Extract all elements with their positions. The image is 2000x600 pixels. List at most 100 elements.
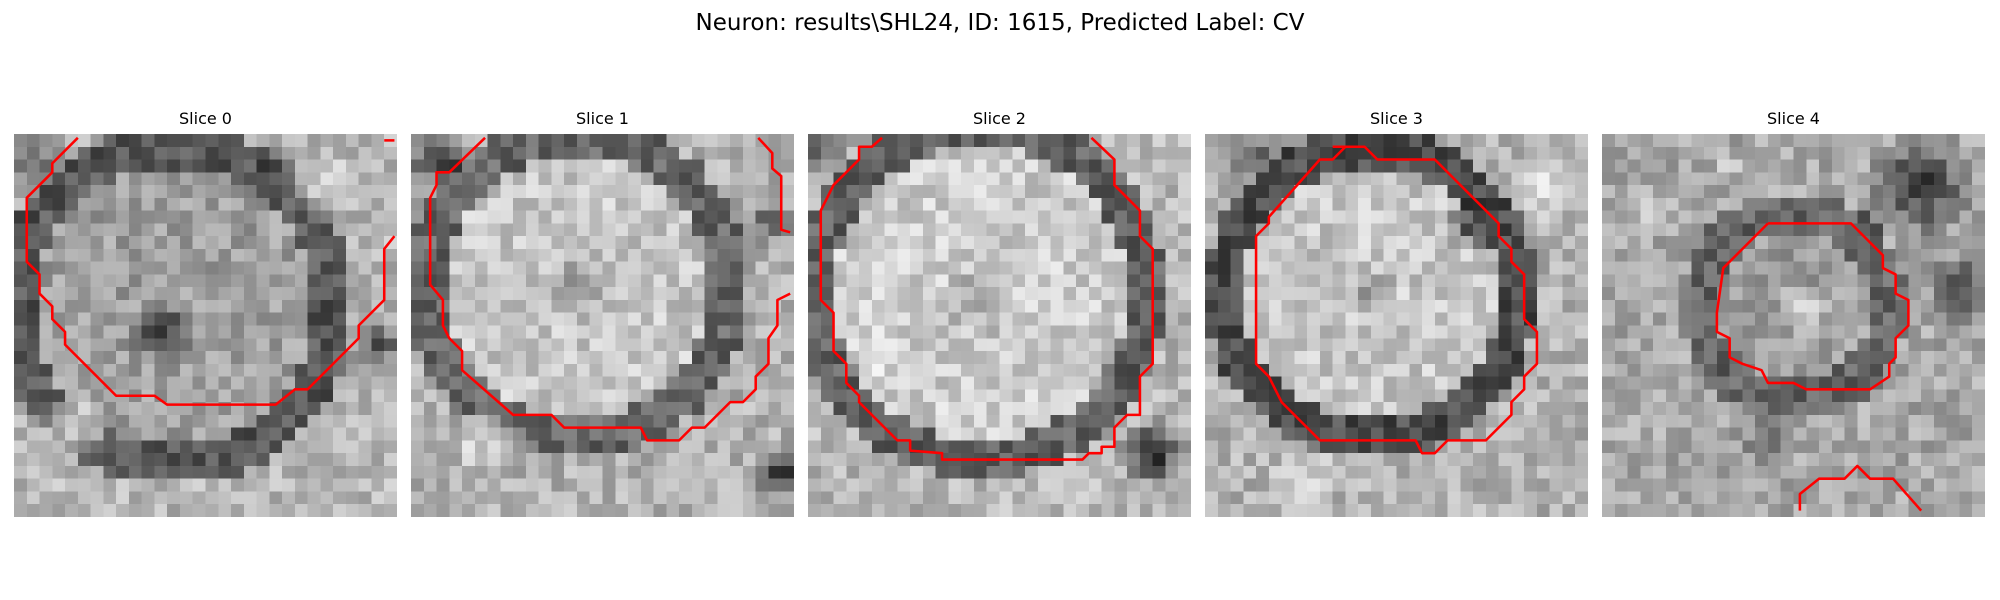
pixel [320,261,334,275]
pixel [808,465,822,479]
pixel [576,197,590,211]
pixel [1447,389,1461,403]
pixel [1665,376,1679,390]
pixel [218,427,232,441]
pixel [1243,210,1257,224]
pixel [65,440,79,454]
pixel [1088,185,1102,199]
pixel [1882,427,1896,441]
pixel [768,210,782,224]
pixel [576,236,590,250]
pixel [640,312,654,326]
pixel [1383,376,1397,390]
pixel [1422,210,1436,224]
pixel [52,338,66,352]
pixel [884,210,898,224]
pixel [1370,248,1384,262]
pixel [1729,338,1743,352]
pixel [154,453,168,467]
pixel [1908,427,1922,441]
pixel [1256,185,1270,199]
pixel [1627,325,1641,339]
pixel [345,440,359,454]
pixel [1767,134,1781,148]
pixel [1767,236,1781,250]
pixel [179,453,193,467]
pixel [1946,274,1960,288]
pixel [1025,287,1039,301]
pixel [653,223,667,237]
pixel [1422,389,1436,403]
pixel [1536,210,1550,224]
pixel [922,172,936,186]
pixel [320,172,334,186]
pixel [1370,351,1384,365]
pixel [717,299,731,313]
pixel [269,351,283,365]
pixel [371,504,385,517]
pixel [423,440,437,454]
pixel [65,465,79,479]
pixel [717,312,731,326]
pixel [1268,440,1282,454]
pixel [1088,427,1102,441]
pixel [1370,134,1384,148]
pixel [1755,274,1769,288]
pixel [333,325,347,339]
pixel [1178,440,1191,454]
pixel [1230,427,1244,441]
pixel [141,351,155,365]
pixel [1127,363,1141,377]
pixel [1012,376,1026,390]
pixel [128,146,142,160]
pixel [1101,287,1115,301]
pixel [1831,402,1845,416]
pixel [576,478,590,492]
pixel [1485,363,1499,377]
pixel [589,261,603,275]
pixel [1691,338,1705,352]
pixel [1602,134,1616,148]
pixel [1088,389,1102,403]
pixel [116,453,130,467]
pixel [653,491,667,505]
pixel [1498,376,1512,390]
pixel [411,351,425,365]
pixel [1524,197,1538,211]
pixel [256,299,270,313]
pixel [1217,261,1231,275]
pixel [1473,351,1487,365]
pixel [1037,146,1051,160]
pixel [1332,414,1346,428]
pixel [1857,491,1871,505]
pixel [1165,504,1179,517]
pixel [1549,504,1563,517]
pixel [1498,478,1512,492]
pixel [1524,440,1538,454]
pixel [986,210,1000,224]
pixel [640,299,654,313]
pixel [897,491,911,505]
pixel [14,299,28,313]
pixel [1653,197,1667,211]
pixel [154,146,168,160]
pixel [1640,414,1654,428]
pixel [474,210,488,224]
pixel [1383,504,1397,517]
pixel [294,159,308,173]
pixel [961,414,975,428]
pixel [1358,312,1372,326]
pixel [808,134,822,148]
pixel [1614,146,1628,160]
pixel [90,325,104,339]
pixel [755,427,769,441]
pixel [1767,478,1781,492]
pixel [820,261,834,275]
pixel [179,440,193,454]
pixel [1614,351,1628,365]
pixel [474,453,488,467]
pixel [1844,185,1858,199]
pixel [525,504,539,517]
pixel [487,185,501,199]
pixel [1806,491,1820,505]
